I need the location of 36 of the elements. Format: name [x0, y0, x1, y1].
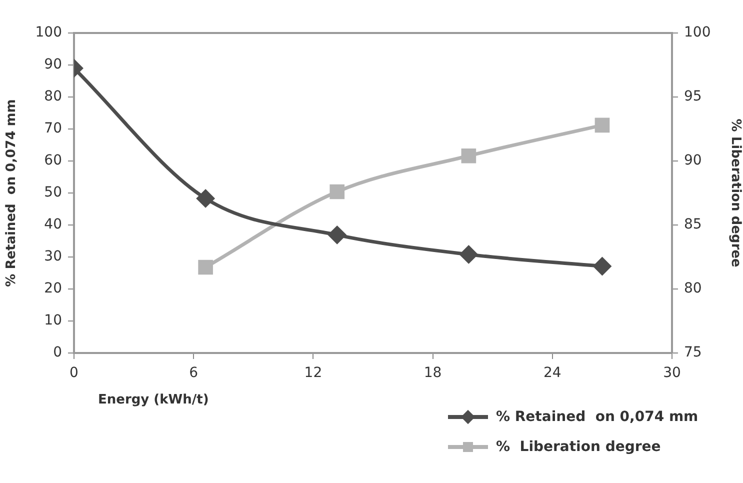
- point: [461, 148, 476, 164]
- point: [196, 190, 214, 208]
- y2-tick-label: 80: [684, 280, 702, 297]
- point: [198, 260, 213, 275]
- x-tick-label: 12: [304, 365, 322, 382]
- y2-axis-title: % Liberation degree: [728, 118, 743, 268]
- y-tick-label: 70: [44, 120, 62, 137]
- point: [328, 226, 346, 244]
- y-tick-label: 20: [44, 280, 62, 297]
- x-tick-label: 6: [189, 365, 198, 382]
- x-tick-label: 18: [424, 365, 442, 382]
- legend-label: % Liberation degree: [496, 439, 661, 455]
- y2-tick-label: 90: [684, 152, 702, 169]
- point: [460, 246, 478, 264]
- x-axis-title: Energy (kWh/t): [98, 392, 209, 408]
- x-tick-label: 30: [663, 365, 681, 382]
- y-tick-label: 90: [44, 56, 62, 73]
- y-tick-label: 60: [44, 152, 62, 169]
- y2-tick-label: 85: [684, 216, 702, 233]
- y-tick-label: 50: [44, 184, 62, 201]
- x-tick-label: 24: [543, 365, 562, 382]
- point: [330, 184, 345, 200]
- x-tick-label: 0: [70, 365, 78, 382]
- y2-tick-label: 95: [684, 88, 702, 105]
- y-tick-label: 40: [44, 216, 62, 233]
- y-tick-label: 100: [35, 24, 62, 41]
- y-tick-label: 80: [44, 88, 62, 105]
- y-tick-label: 10: [44, 312, 62, 329]
- y-tick-label: 30: [44, 248, 62, 265]
- y2-tick-label: 100: [684, 24, 711, 41]
- point: [594, 118, 610, 133]
- y-axis-title: % Retained on 0,074 mm: [4, 99, 20, 287]
- point: [593, 258, 611, 276]
- y-tick-label: 0: [53, 344, 62, 361]
- legend-label: % Retained on 0,074 mm: [496, 409, 698, 425]
- y2-tick-label: 75: [684, 344, 702, 361]
